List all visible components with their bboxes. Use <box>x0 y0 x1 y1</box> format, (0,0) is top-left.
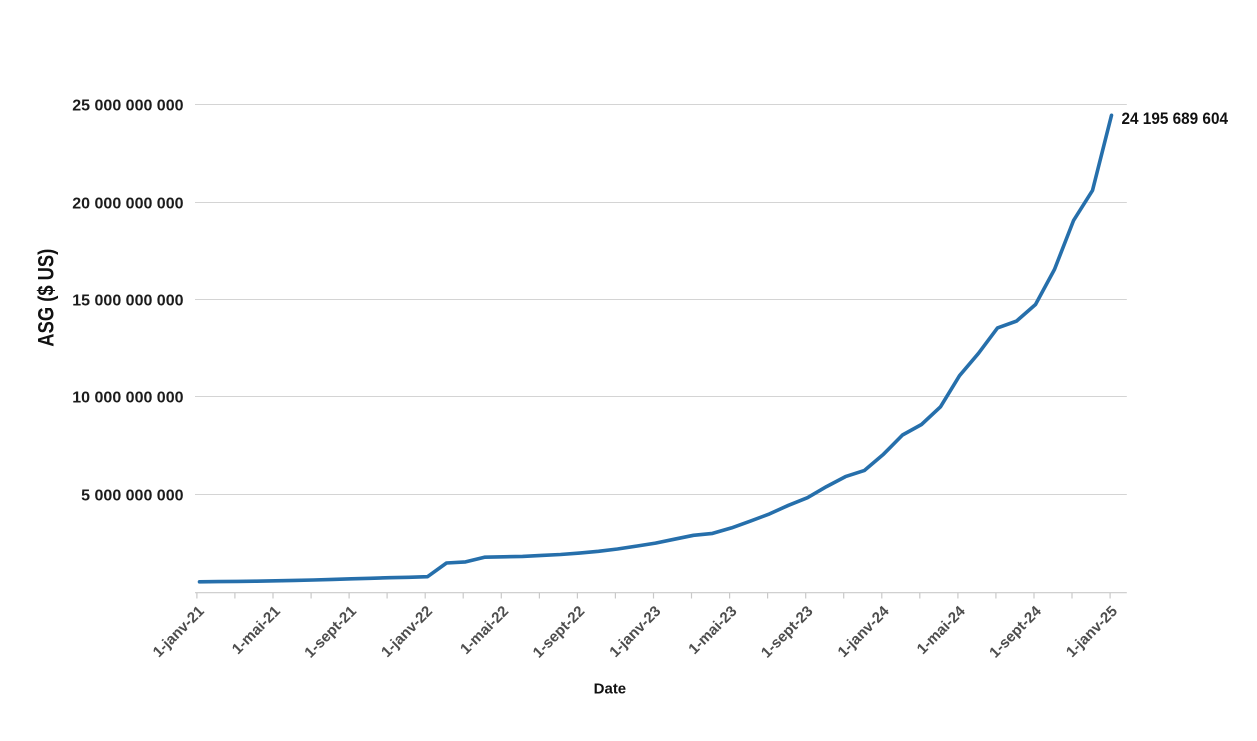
svg-text:ASG ($ US): ASG ($ US) <box>34 249 59 347</box>
svg-text:24 195 689 604: 24 195 689 604 <box>1122 110 1229 128</box>
svg-text:10 000 000 000: 10 000 000 000 <box>72 389 183 406</box>
svg-text:5 000 000 000: 5 000 000 000 <box>81 487 183 504</box>
svg-text:15 000 000 000: 15 000 000 000 <box>72 292 183 309</box>
svg-text:Date: Date <box>594 680 627 697</box>
svg-text:20 000 000 000: 20 000 000 000 <box>72 195 183 212</box>
svg-text:25 000 000 000: 25 000 000 000 <box>72 97 183 114</box>
